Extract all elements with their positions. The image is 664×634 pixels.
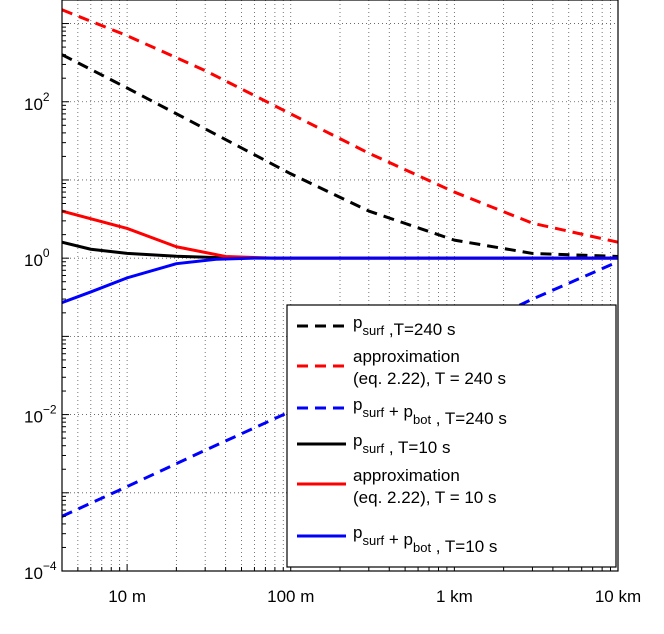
legend-label-psurf_240: psurf ,T=240 s: [353, 313, 456, 339]
x-tick-label: 1 km: [436, 587, 473, 606]
series-line-approx_10: [62, 209, 618, 260]
legend-box: [286, 304, 617, 568]
series-line-approx_240: [62, 8, 618, 244]
x-tick-label: 100 m: [267, 587, 314, 606]
legend-label-approx_240-line2: (eq. 2.22), T = 240 s: [353, 369, 506, 388]
legend: psurf ,T=240 s approximation (eq. 2.22), T…: [286, 304, 617, 568]
y-tick-label: 102: [24, 90, 50, 114]
y-tick-label: 10−4: [24, 559, 57, 583]
legend-label-psurf_10: psurf , T=10 s: [353, 431, 450, 457]
y-tick-label: 10−2: [24, 403, 57, 427]
tick-labels: 10 m 100 m 1 km 10 km 10−4 10−2 100 102: [24, 90, 641, 606]
x-tick-label: 10 km: [595, 587, 641, 606]
legend-label-approx_10-line2: (eq. 2.22), T = 10 s: [353, 488, 497, 507]
series-line-psum_10: [62, 256, 618, 305]
x-tick-label: 10 m: [108, 587, 146, 606]
legend-label-approx_10-line1: approximation: [353, 466, 460, 485]
legend-label-psum_240: psurf + pbot , T=240 s: [353, 395, 507, 428]
y-tick-label: 100: [24, 246, 50, 270]
legend-label-psum_10: psurf + pbot , T=10 s: [353, 523, 497, 556]
legend-label-approx_240-line1: approximation: [353, 347, 460, 366]
